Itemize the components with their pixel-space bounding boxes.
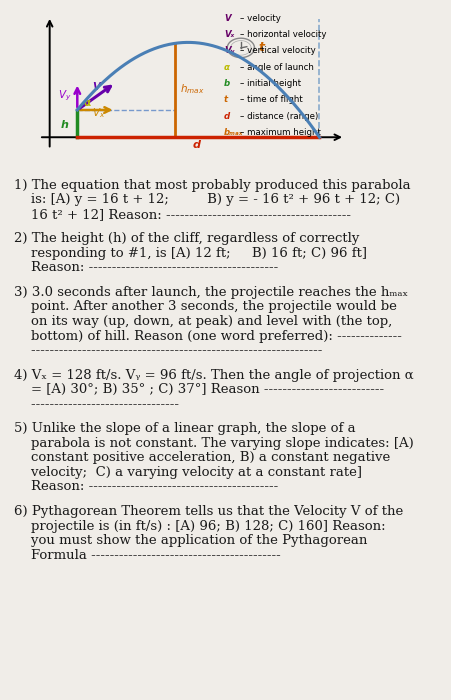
Text: 4) Vₓ = 128 ft/s. Vᵧ = 96 ft/s. Then the angle of projection α: 4) Vₓ = 128 ft/s. Vᵧ = 96 ft/s. Then the…	[14, 369, 413, 382]
Text: projectile is (in ft/s) : [A) 96; B) 128; C) 160] Reason:: projectile is (in ft/s) : [A) 96; B) 128…	[14, 519, 385, 533]
Text: α: α	[223, 63, 229, 71]
Text: Vᵧ: Vᵧ	[223, 46, 234, 55]
Text: h: h	[60, 120, 68, 130]
Text: point. After another 3 seconds, the projectile would be: point. After another 3 seconds, the proj…	[14, 300, 396, 314]
Text: – angle of launch: – angle of launch	[239, 63, 313, 71]
Text: α: α	[83, 98, 91, 108]
Text: on its way (up, down, at peak) and level with (the top,: on its way (up, down, at peak) and level…	[14, 315, 391, 328]
Text: 5) Unlike the slope of a linear graph, the slope of a: 5) Unlike the slope of a linear graph, t…	[14, 422, 355, 435]
Text: is: [A) y = 16 t + 12;         B) y = - 16 t² + 96 t + 12; C): is: [A) y = 16 t + 12; B) y = - 16 t² + …	[14, 193, 399, 206]
Text: V: V	[92, 83, 100, 92]
Text: 2) The height (h) of the cliff, regardless of correctly: 2) The height (h) of the cliff, regardle…	[14, 232, 359, 245]
Text: t: t	[258, 41, 264, 54]
Text: 1) The equation that most probably produced this parabola: 1) The equation that most probably produ…	[14, 178, 410, 192]
Text: Reason: -----------------------------------------: Reason: --------------------------------…	[14, 261, 278, 274]
Text: velocity;  C) a varying velocity at a constant rate]: velocity; C) a varying velocity at a con…	[14, 466, 361, 479]
Text: b: b	[223, 79, 230, 88]
Text: – initial height: – initial height	[239, 79, 300, 88]
Text: bottom) of hill. Reason (one word preferred): --------------: bottom) of hill. Reason (one word prefer…	[14, 330, 401, 342]
Text: $V_y$: $V_y$	[58, 88, 72, 103]
Text: $V_x$: $V_x$	[92, 106, 106, 120]
Text: V: V	[223, 14, 230, 22]
Text: --------------------------------: --------------------------------	[14, 398, 179, 411]
Text: – distance (range): – distance (range)	[239, 112, 318, 121]
Text: $h_{max}$: $h_{max}$	[179, 82, 204, 96]
Text: d: d	[223, 112, 230, 121]
Text: bₘₐₓ: bₘₐₓ	[223, 128, 243, 137]
Text: Vₓ: Vₓ	[223, 30, 234, 39]
Text: – velocity: – velocity	[239, 14, 280, 22]
Text: = [A) 30°; B) 35° ; C) 37°] Reason --------------------------: = [A) 30°; B) 35° ; C) 37°] Reason -----…	[14, 383, 383, 396]
Text: parabola is not constant. The varying slope indicates: [A): parabola is not constant. The varying sl…	[14, 437, 413, 450]
Text: – vertical velocity: – vertical velocity	[239, 46, 315, 55]
Text: 6) Pythagorean Theorem tells us that the Velocity V of the: 6) Pythagorean Theorem tells us that the…	[14, 505, 402, 518]
Text: ---------------------------------------------------------------: ----------------------------------------…	[14, 344, 322, 357]
Text: – maximum height: – maximum height	[239, 128, 320, 137]
Text: Reason: -----------------------------------------: Reason: --------------------------------…	[14, 480, 278, 494]
Text: d: d	[192, 140, 200, 150]
Text: you must show the application of the Pythagorean: you must show the application of the Pyt…	[14, 534, 367, 547]
Text: constant positive acceleration, B) a constant negative: constant positive acceleration, B) a con…	[14, 452, 389, 464]
Text: – horizontal velocity: – horizontal velocity	[239, 30, 326, 39]
Text: – time of flight: – time of flight	[239, 95, 302, 104]
Text: t: t	[223, 95, 227, 104]
Text: 3) 3.0 seconds after launch, the projectile reaches the hₘₐₓ: 3) 3.0 seconds after launch, the project…	[14, 286, 407, 299]
Text: Formula -----------------------------------------: Formula --------------------------------…	[14, 549, 280, 561]
Text: responding to #1, is [A) 12 ft;     B) 16 ft; C) 96 ft]: responding to #1, is [A) 12 ft; B) 16 ft…	[14, 247, 366, 260]
Text: 16 t² + 12] Reason: ----------------------------------------: 16 t² + 12] Reason: --------------------…	[14, 208, 350, 220]
